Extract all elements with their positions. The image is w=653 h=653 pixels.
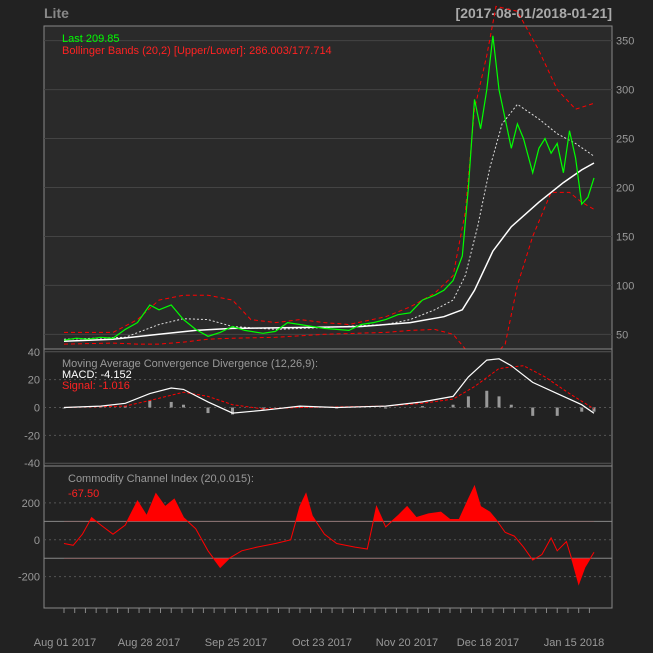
price-y-tick-labels: 50 100 150 200 250 300 350 (616, 36, 634, 342)
macd-histogram-bar (230, 407, 234, 415)
price-y-tick: 100 (616, 280, 634, 292)
macd-histogram-bar (451, 404, 455, 408)
price-y-tick: 200 (616, 183, 634, 195)
macd-histogram-bar (466, 396, 470, 408)
macd-histogram-bar (420, 406, 424, 408)
bb-upper-line (64, 5, 595, 333)
macd-histogram-bar (62, 407, 66, 409)
cci-line (63, 484, 595, 586)
macd-histogram-bar (531, 407, 535, 416)
price-line (63, 35, 595, 341)
date-range-label: [2017-08-01/2018-01-21] (456, 5, 612, 21)
macd-histogram-bar (181, 404, 185, 408)
macd-histogram-bar (580, 407, 584, 412)
cci-y-tick: 0 (34, 535, 40, 547)
price-y-tick: 300 (616, 85, 634, 97)
cci-overbought-fill (89, 486, 498, 522)
x-tick-label: Oct 23 2017 (292, 637, 352, 649)
macd-histogram-bar (497, 396, 501, 408)
x-axis: Aug 01 2017 Aug 28 2017 Sep 25 2017 Oct 23 … (34, 607, 605, 649)
macd-y-tick: -40 (24, 458, 40, 470)
macd-histogram-bar (169, 401, 173, 408)
macd-histogram-bar (509, 404, 513, 408)
macd-title: Moving Average Convergence Divergence (1… (62, 358, 318, 370)
macd-y-tick: 20 (28, 375, 40, 387)
price-y-tick: 250 (616, 134, 634, 146)
cci-y-tick: -200 (18, 572, 40, 584)
macd-histogram-bar (206, 407, 210, 414)
x-tick-label: Dec 18 2017 (457, 637, 519, 649)
sma-line (63, 162, 595, 342)
x-tick-label: Sep 25 2017 (205, 637, 267, 649)
macd-gridlines (44, 351, 612, 464)
macd-y-tick: 40 (28, 347, 40, 359)
macd-histogram-bar (298, 406, 302, 408)
cci-value-label: -67.50 (68, 488, 99, 500)
price-series-group (63, 5, 595, 365)
price-y-tick: 150 (616, 231, 634, 243)
macd-series-group (62, 358, 596, 416)
x-tick-label: Jan 15 2018 (544, 637, 605, 649)
cci-panel: 200 0 -200 Commodity Channel Index (20,0.0… (18, 465, 613, 609)
x-tick-label: Nov 20 2017 (376, 637, 438, 649)
bb-mid-line (63, 103, 595, 340)
cci-series-group (63, 484, 595, 586)
price-y-tick: 350 (616, 36, 634, 48)
macd-histogram-bar (123, 406, 127, 408)
x-tick-label: Aug 28 2017 (118, 637, 180, 649)
macd-histogram-bar (592, 407, 596, 412)
macd-line (63, 358, 595, 414)
macd-y-tick: -20 (24, 430, 40, 442)
price-panel: 50 100 150 200 250 300 350 Last 209.85 Bolling… (43, 5, 634, 365)
macd-y-tick: 0 (34, 403, 40, 415)
macd-y-tick-labels: 40 20 0 -20 -40 (24, 347, 40, 470)
legend-bbands: Bollinger Bands (20,2) [Upper/Lower]: 28… (62, 45, 332, 57)
macd-panel: 40 20 0 -20 -40 Moving Average Convergence D… (24, 347, 613, 470)
macd-histogram-bar (384, 407, 388, 409)
macd-histogram-bar (555, 407, 559, 416)
bb-lower-line (63, 191, 595, 365)
x-tick-label: Aug 01 2017 (34, 637, 96, 649)
macd-value-label: MACD: -4.152 (62, 369, 132, 381)
macd-histogram-bar (148, 400, 152, 408)
price-gridlines (44, 40, 612, 335)
cci-title: Commodity Channel Index (20,0.015): (68, 473, 254, 485)
cci-y-tick-labels: 200 0 -200 (18, 498, 40, 584)
price-y-tick: 50 (616, 329, 628, 341)
symbol-title: Lite (44, 5, 69, 21)
macd-histogram-bar (485, 390, 489, 408)
signal-value-label: Signal: -1.016 (62, 380, 130, 392)
cci-y-tick: 200 (22, 498, 40, 510)
legend-last: Last 209.85 (62, 33, 120, 45)
